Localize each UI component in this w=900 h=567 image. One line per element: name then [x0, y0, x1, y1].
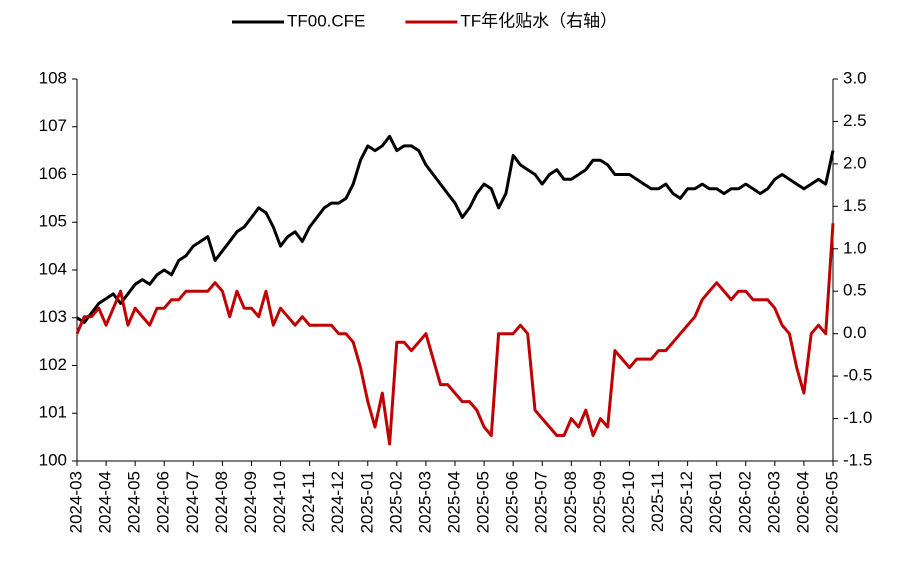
x-tick-label: 2024-06 [154, 471, 173, 533]
x-tick-label: 2025-10 [619, 471, 638, 533]
y-tick-label: 108 [39, 68, 67, 87]
y2-tick-label: 1.0 [843, 238, 867, 257]
x-tick-label: 2026-04 [793, 471, 812, 533]
y-tick-label: 104 [39, 259, 67, 278]
x-tick-label: 2025-02 [386, 471, 405, 533]
y2-tick-label: -0.5 [843, 366, 872, 385]
x-tick-label: 2024-03 [66, 471, 85, 533]
legend-label: TF00.CFE [287, 11, 365, 30]
x-tick-label: 2026-03 [764, 471, 783, 533]
line-series [75, 223, 835, 446]
y-tick-label: 103 [39, 307, 67, 326]
y2-tick-label: 2.0 [843, 153, 867, 172]
x-tick-label: 2025-04 [444, 471, 463, 533]
x-tick-label: 2025-11 [648, 471, 667, 532]
x-tick-label: 2026-05 [822, 471, 841, 533]
x-tick-label: 2024-10 [270, 471, 289, 533]
y-tick-label: 105 [39, 212, 67, 231]
y2-tick-label: -1.5 [843, 450, 872, 469]
y-tick-label: 102 [39, 355, 67, 374]
x-tick-label: 2026-01 [706, 471, 725, 533]
x-tick-label: 2024-09 [241, 471, 260, 533]
y-tick-label: 106 [39, 164, 67, 183]
y-tick-label: 107 [39, 116, 67, 135]
y2-tick-label: -1.0 [843, 408, 872, 427]
x-tick-label: 2026-02 [735, 471, 754, 533]
y-tick-label: 100 [39, 450, 67, 469]
x-tick-label: 2024-05 [125, 471, 144, 533]
x-tick-label: 2025-07 [532, 471, 551, 533]
x-tick-label: 2025-12 [677, 471, 696, 533]
y2-tick-label: 0.0 [843, 323, 867, 342]
x-tick-label: 2025-05 [474, 471, 493, 533]
y2-tick-label: 3.0 [843, 68, 867, 87]
x-tick-label: 2024-08 [212, 471, 231, 533]
y2-tick-label: 1.5 [843, 196, 867, 215]
x-tick-label: 2025-08 [561, 471, 580, 533]
x-tick-label: 2025-06 [503, 471, 522, 533]
y2-tick-label: 0.5 [843, 281, 867, 300]
y-tick-label: 101 [39, 403, 67, 422]
line-series [76, 134, 835, 324]
x-tick-label: 2025-03 [415, 471, 434, 533]
legend-label: TF年化贴水（右轴） [460, 11, 617, 30]
x-tick-label: 2025-09 [590, 471, 609, 533]
x-tick-label: 2025-01 [357, 471, 376, 533]
x-tick-label: 2024-11 [299, 471, 318, 532]
y2-tick-label: 2.5 [843, 111, 867, 130]
x-tick-label: 2024-04 [96, 471, 115, 533]
x-tick-label: 2024-12 [328, 471, 347, 533]
x-tick-label: 2024-07 [183, 471, 202, 533]
